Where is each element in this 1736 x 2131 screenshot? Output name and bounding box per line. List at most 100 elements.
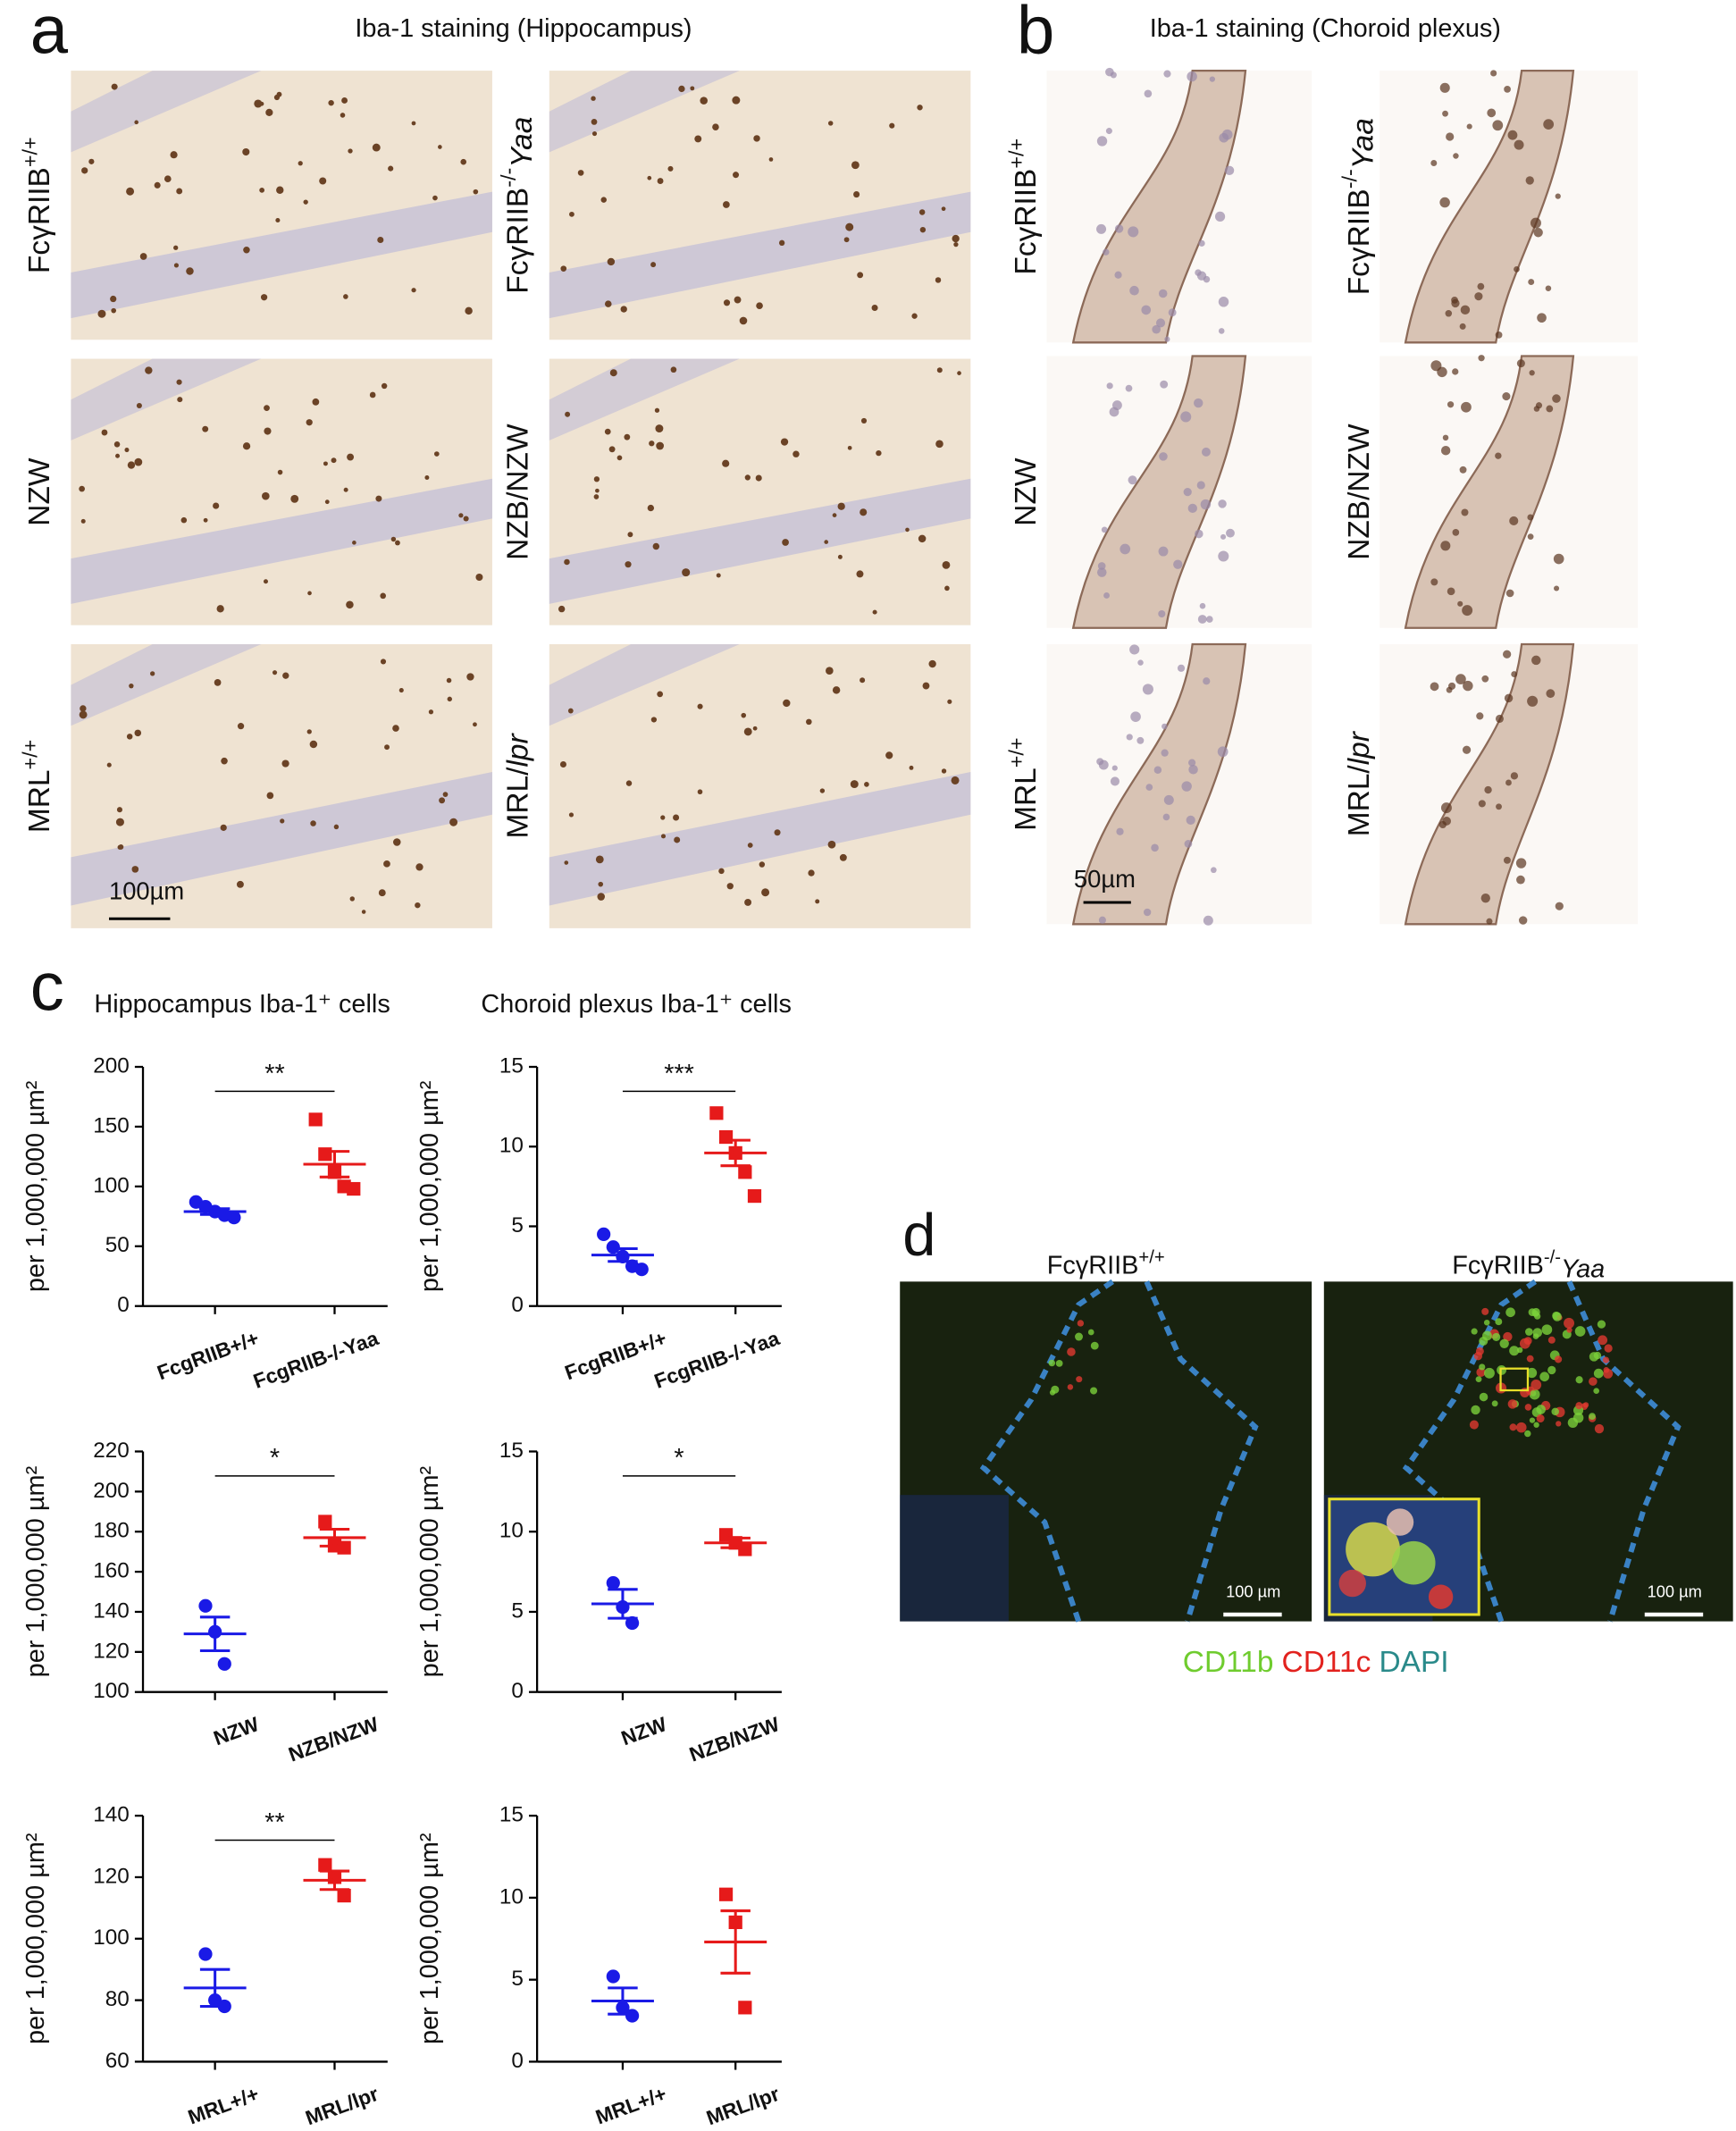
microglia [303,199,308,205]
microglia [761,888,770,897]
microglia [115,818,124,826]
microglia [607,257,616,266]
nucleus [1161,749,1169,757]
nucleus [1142,684,1153,695]
microglia [564,558,570,566]
nucleus [1439,197,1450,208]
inset-cell [1428,1584,1454,1609]
microglia [346,600,354,609]
microglia [657,178,664,185]
y-tick-label: 0 [511,1293,524,1317]
microglia [101,429,108,436]
cell-signal [1529,1417,1536,1423]
nucleus [1531,655,1541,666]
microglia [837,502,845,510]
nucleus [1553,553,1564,565]
nucleus [1218,499,1227,508]
microglia [473,722,477,727]
microglia [340,113,346,118]
nucleus [1188,765,1198,775]
nucleus [1448,682,1456,690]
label-part: lpr [1343,730,1376,765]
microglia [935,440,943,449]
microglia [236,880,244,888]
micrograph [549,358,971,625]
nucleus [1462,605,1473,617]
nucleus [1509,516,1519,526]
cell-signal [1547,1365,1556,1375]
nucleus [1219,132,1229,143]
label-part: FcγRIIB [1010,169,1043,275]
microglia [951,776,960,784]
y-tick-label: 5 [511,1213,524,1237]
cell-signal [1503,1331,1513,1342]
microglia [310,820,316,826]
nucleus [1218,297,1229,307]
microglia [131,866,139,873]
nucleus [1527,695,1539,707]
data-point [198,1947,213,1961]
nucleus [1492,120,1504,131]
nucleus [1096,758,1104,766]
microglia [442,792,449,797]
cell-signal [1593,1368,1604,1379]
label-part: FcγRIIB [501,188,534,294]
nucleus [1173,559,1183,569]
nucleus [1103,248,1110,256]
microglia [390,536,397,542]
microglia [780,438,789,446]
nucleus [1168,308,1177,317]
cell-layer [71,772,492,906]
error-bar [720,1909,751,1975]
microglia [458,513,464,518]
cell-signal [1526,1355,1534,1363]
microglia [839,853,847,861]
fluorescence-image [900,1279,1312,1623]
y-tick-label: 10 [499,1134,524,1158]
nucleus [1128,226,1139,238]
panel-title: Iba-1 staining (Choroid plexus) [1150,14,1501,43]
microglia [905,527,910,533]
cell-signal [1523,1337,1532,1346]
microglia [953,242,959,247]
microglia [106,762,112,768]
microglia [306,419,313,426]
microglia [352,541,356,545]
nucleus [1480,893,1490,903]
microglia [377,236,384,244]
microglia [778,239,785,247]
nucleus [1495,714,1504,723]
label-part: +/+ [1005,737,1028,768]
microglia [911,313,918,319]
cell-signal [1556,1421,1562,1427]
microglia [388,165,394,172]
significance-label: ** [264,1808,284,1837]
nucleus [1186,815,1195,825]
y-tick-label: 160 [93,1559,130,1583]
nucleus [1474,292,1483,301]
microglia [625,561,632,568]
data-point [718,1887,734,1901]
microglia [673,814,680,821]
data-point [606,1240,620,1254]
microglia [647,175,652,180]
stain-legend: CD11b CD11c DAPI [1183,1646,1449,1679]
data-point [625,2009,640,2023]
microglia [726,883,734,890]
cell-signal [1536,1414,1545,1423]
label-part: FcγRIIB [1047,1251,1139,1279]
nucleus [1447,587,1455,596]
cell-signal [1524,1404,1532,1411]
microglia [415,902,421,909]
microglia [438,145,442,149]
microglia [111,83,118,90]
microglia [743,727,752,736]
microglia [597,893,606,901]
nucleus [1525,176,1534,185]
micrograph [1046,642,1312,926]
microglia [558,605,566,613]
data-point [597,1227,611,1242]
microglia [909,765,914,770]
label-part: NZW [1010,457,1043,526]
